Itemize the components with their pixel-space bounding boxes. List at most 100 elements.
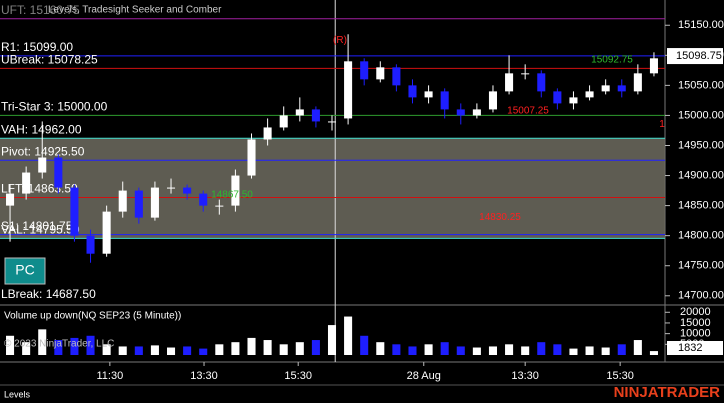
volume-bar	[424, 344, 433, 355]
candle-body	[150, 187, 159, 218]
volume-bar	[311, 340, 320, 355]
level-label: Tri-Star 3: 15000.00	[1, 100, 108, 114]
y-tick-label: 15050.00	[678, 79, 724, 91]
level-label: VAH: 14962.00	[1, 122, 82, 136]
volume-bar	[102, 344, 111, 355]
copyright: © 2023 NinjaTrader, LLC	[4, 339, 114, 350]
volume-bar	[392, 344, 401, 355]
annotation: 14867.50	[211, 190, 253, 201]
volume-title: Volume up down(NQ SEP23 (5 Minute))	[4, 311, 181, 322]
candle-body	[118, 190, 127, 212]
annotation: 1	[659, 119, 665, 130]
volume-bar	[505, 344, 514, 355]
candle-body	[183, 187, 192, 194]
y-tick-label: 14700.00	[678, 290, 724, 302]
last-volume-label: 1832	[678, 342, 702, 354]
volume-bar	[408, 346, 417, 355]
y-tick-label: 14800.00	[678, 230, 724, 242]
volume-bar	[22, 342, 31, 355]
x-tick-label: 11:30	[96, 370, 123, 382]
volume-bar	[263, 340, 272, 355]
chart-title: Levels, Tradesight Seeker and Comber	[48, 5, 222, 16]
candle-body	[54, 157, 63, 188]
candle-body	[70, 187, 79, 236]
volume-bar	[183, 346, 192, 355]
candle-body	[86, 235, 95, 254]
x-tick-label: 13:30	[511, 370, 539, 382]
volume-bar	[440, 342, 449, 355]
volume-bar	[327, 325, 337, 355]
candle-body	[537, 73, 546, 92]
candle-body	[263, 127, 272, 140]
volume-bar	[456, 346, 465, 355]
volume-bar	[360, 335, 369, 355]
candle-body	[569, 97, 578, 104]
candle-body	[134, 190, 143, 218]
candle-body	[38, 157, 47, 173]
volume-bar	[344, 316, 353, 355]
volume-bar	[86, 335, 95, 355]
volume-bar	[295, 342, 304, 355]
candle-body	[167, 187, 176, 189]
volume-bar	[569, 348, 578, 355]
y-tick-label: 14950.00	[678, 139, 724, 151]
y-tick-label: 14750.00	[678, 260, 724, 272]
volume-bar	[134, 346, 143, 355]
level-label: Pivot: 14925.50	[1, 144, 85, 158]
x-tick-label: 13:30	[190, 370, 218, 382]
volume-bar	[279, 344, 288, 355]
y-tick-label: 15150.00	[678, 19, 724, 31]
volume-bar	[585, 346, 594, 355]
volume-bar	[54, 340, 63, 355]
volume-bar	[488, 346, 497, 355]
volume-bar	[537, 342, 546, 355]
candle-body	[327, 121, 337, 123]
volume-bar	[118, 346, 127, 355]
candle-body	[472, 109, 481, 116]
volume-tick-label: 10000	[680, 328, 711, 340]
level-label: UBreak: 15078.25	[1, 53, 98, 67]
candle-body	[424, 91, 433, 98]
candle-body	[376, 67, 385, 80]
volume-bar	[215, 344, 224, 355]
level-label: R1: 15099.00	[1, 40, 73, 54]
candle-body	[392, 67, 401, 86]
level-label: LFT: 14863.50	[1, 182, 78, 196]
candle-body	[311, 109, 320, 122]
candle-body	[6, 193, 15, 206]
candle-body	[585, 91, 594, 98]
tab-label[interactable]: Levels	[4, 389, 31, 399]
candle-body	[360, 61, 369, 80]
volume-bar	[376, 342, 385, 355]
y-tick-label: 14900.00	[678, 169, 724, 181]
x-tick-label: 15:30	[284, 370, 312, 382]
candle-body	[344, 61, 353, 119]
volume-bar	[231, 342, 240, 355]
volume-bar	[601, 347, 610, 355]
volume-bar	[553, 344, 562, 355]
volume-bar	[70, 337, 79, 355]
volume-bar	[167, 347, 176, 355]
pc-button[interactable]	[4, 257, 46, 285]
candle-body	[22, 172, 31, 194]
volume-bar	[38, 329, 47, 355]
candle-body	[456, 109, 465, 116]
volume-bar	[521, 346, 530, 355]
candle-body	[215, 205, 224, 207]
volume-bar	[199, 348, 208, 355]
candle-body	[617, 85, 626, 92]
level-label: VAL: 14795.50	[1, 223, 80, 237]
title-bg	[0, 2, 260, 18]
volume-bar	[633, 340, 642, 355]
pc-button-label[interactable]: PC	[15, 262, 34, 278]
y-tick-label: 14850.00	[678, 200, 724, 212]
x-tick-label: 15:30	[606, 370, 634, 382]
brand: NINJATRADER	[614, 384, 721, 401]
last-price-label: 15098.75	[676, 50, 722, 62]
volume-bar	[649, 351, 658, 355]
candle-body	[521, 73, 530, 75]
candle-body	[601, 85, 610, 92]
volume-bar	[6, 335, 15, 355]
candle-body	[649, 58, 658, 74]
